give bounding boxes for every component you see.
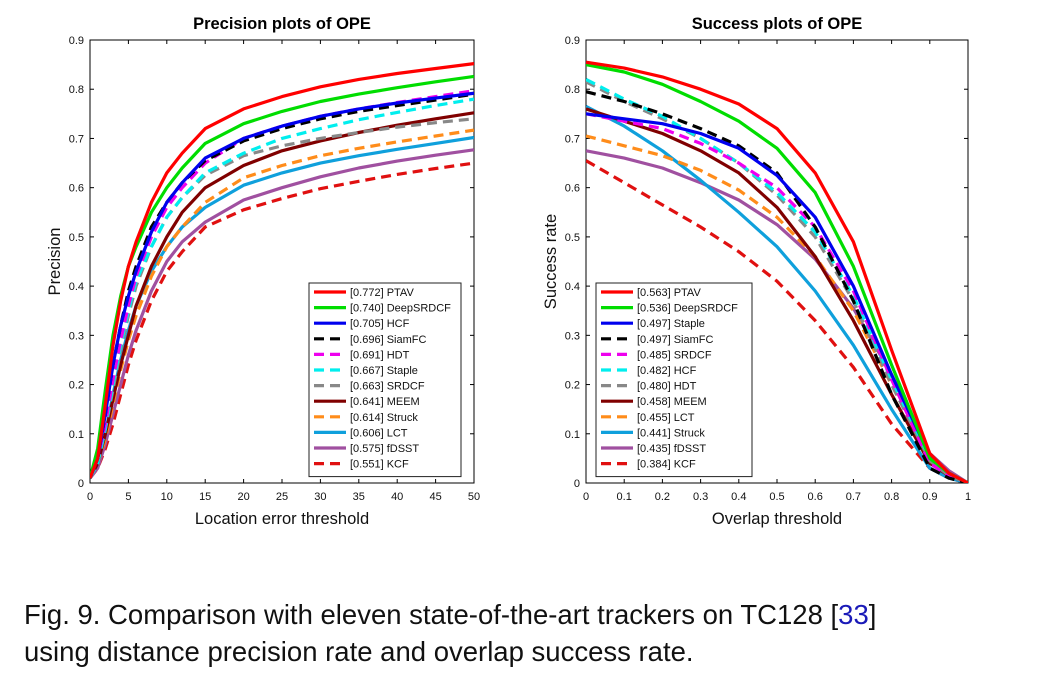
legend-label: [0.497] SiamFC [637,334,713,346]
series-group [586,60,968,483]
x-tick-label: 0.9 [922,491,937,503]
legend-label: [0.641] MEEM [350,396,420,408]
y-axis-label: Success rate [542,214,560,309]
x-tick-label: 25 [276,491,288,503]
legend-label: [0.772] PTAV [350,287,414,299]
y-tick-label: 0 [574,478,580,490]
x-tick-label: 0.5 [769,491,784,503]
y-tick-label: 0.2 [69,380,84,392]
series-line [586,80,968,483]
x-tick-label: 0.7 [846,491,861,503]
legend-label: [0.663] SRDCF [350,381,425,393]
legend-label: [0.606] LCT [350,427,408,439]
x-tick-label: 0.6 [808,491,823,503]
caption-line-2: using distance precision rate and overla… [24,636,694,667]
y-tick-label: 0.5 [69,232,84,244]
x-axis-label: Overlap threshold [712,510,842,528]
x-tick-label: 15 [199,491,211,503]
series-line [90,62,474,479]
legend: [0.772] PTAV [0.740] DeepSRDCF [0.705] HCF… [308,282,462,478]
x-tick-label: 0.4 [731,491,746,503]
caption-suffix: ] [868,599,877,630]
caption-prefix: Fig. 9. Comparison with eleven state-of-… [24,599,839,630]
y-tick-label: 0.8 [69,84,84,96]
y-tick-label: 0.9 [565,35,580,47]
legend-label: [0.551] KCF [350,459,409,471]
legend-box [595,282,753,478]
legend-label: [0.696] SiamFC [350,334,426,346]
x-tick-label: 5 [125,491,131,503]
x-tick-label: 20 [237,491,249,503]
series-line [586,90,968,483]
x-tick-label: 10 [161,491,173,503]
legend-label: [0.482] HCF [637,365,697,377]
x-tick-label: 50 [468,491,480,503]
y-tick-label: 0.7 [69,133,84,145]
series-line [586,60,968,483]
legend-label: [0.497] Staple [637,318,705,330]
y-tick-label: 0.3 [69,330,84,342]
series-line [90,91,474,479]
legend-label: [0.563] PTAV [637,287,701,299]
x-tick-label: 30 [314,491,326,503]
x-tick-label: 45 [429,491,441,503]
x-tick-label: 0.8 [884,491,899,503]
legend-label: [0.705] HCF [350,318,410,330]
x-tick-label: 0.2 [655,491,670,503]
y-axis-label: Precision [46,228,64,296]
y-tick-label: 0.9 [69,35,84,47]
y-tick-label: 0.4 [69,281,84,293]
legend-label: [0.455] LCT [637,412,695,424]
success-plot: 0 0.1 0.2 0.3 0.4 0.5 0.6 0.7 0.8 0.9 1 0 0.1 0.2 0.3 0… [542,15,971,528]
series-line [90,92,474,479]
y-tick-label: 0.1 [69,429,84,441]
x-tick-label: 0 [87,491,93,503]
legend-label: [0.740] DeepSRDCF [350,303,451,315]
y-tick-label: 0.5 [565,232,580,244]
legend-label: [0.435] fDSST [637,443,706,455]
legend-label: [0.384] KCF [637,459,696,471]
legend-label: [0.614] Struck [350,412,418,424]
legend-label: [0.536] DeepSRDCF [637,303,738,315]
x-tick-label: 0 [583,491,589,503]
citation-link[interactable]: 33 [838,599,869,630]
series-line [586,63,968,483]
legend-label: [0.480] HDT [637,381,697,393]
legend: [0.563] PTAV [0.536] DeepSRDCF [0.497] Sta… [595,282,753,478]
y-tick-label: 0.3 [565,330,580,342]
y-tick-label: 0.2 [565,380,580,392]
x-axis-label: Location error threshold [195,510,369,528]
y-tick-label: 0.1 [565,429,580,441]
y-tick-label: 0.8 [565,84,580,96]
figure-caption: Fig. 9. Comparison with eleven state-of-… [24,596,1024,670]
x-tick-label: 1 [965,491,971,503]
x-tick-label: 0.1 [617,491,632,503]
series-group [90,62,474,480]
y-tick-label: 0.4 [565,281,580,293]
precision-plot: 0 5 10 15 20 25 30 35 40 45 50 0 0.1 0.2 0.3 0.4 0.5 0.6 0… [46,15,480,528]
legend-label: [0.441] Struck [637,427,705,439]
legend-box [308,282,462,478]
caption-line-1: Fig. 9. Comparison with eleven state-of-… [24,596,1024,633]
series-line [90,148,474,480]
legend-label: [0.691] HDT [350,349,410,361]
x-tick-label: 35 [353,491,365,503]
legend-label: [0.575] fDSST [350,443,419,455]
y-tick-label: 0.7 [565,133,580,145]
legend-label: [0.485] SRDCF [637,349,712,361]
y-tick-label: 0 [78,478,84,490]
y-tick-label: 0.6 [69,183,84,195]
y-tick-label: 0.6 [565,183,580,195]
series-line [90,161,474,480]
series-line [586,112,968,483]
x-tick-label: 0.3 [693,491,708,503]
x-tick-label: 40 [391,491,403,503]
chart-title: Precision plots of OPE [193,15,371,33]
chart-title: Success plots of OPE [692,15,863,33]
legend-label: [0.458] MEEM [637,396,707,408]
figure: 0 5 10 15 20 25 30 35 40 45 5000.10.20.30.40.50.60… [46,15,971,528]
legend-label: [0.667] Staple [350,365,418,377]
